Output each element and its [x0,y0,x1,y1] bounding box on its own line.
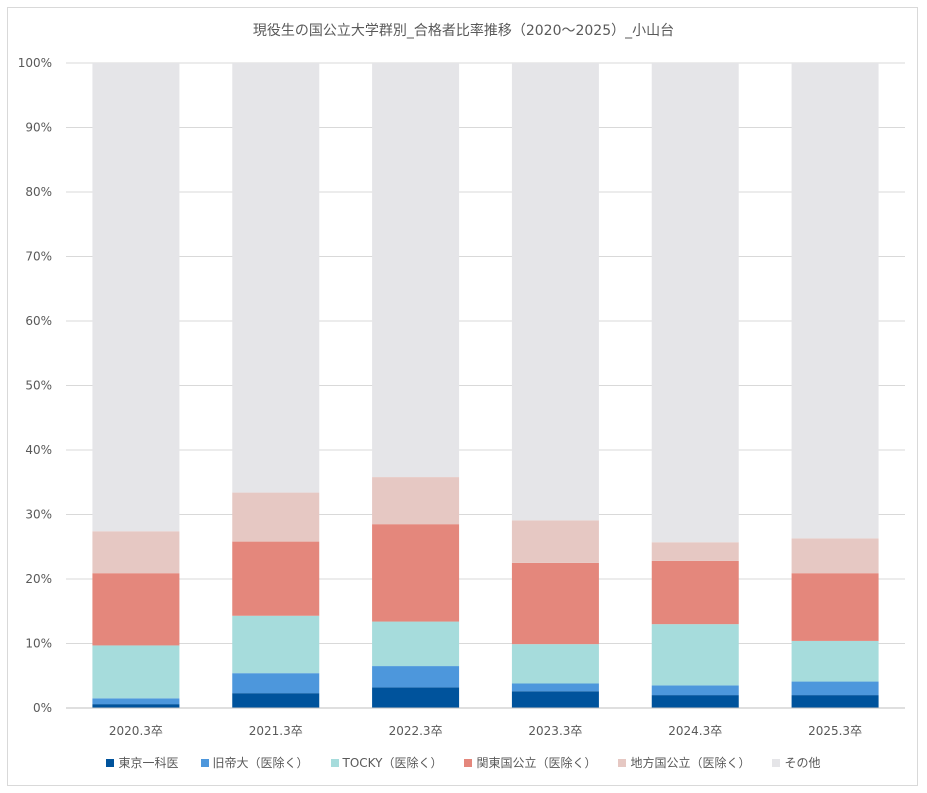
bar-segment [372,621,460,667]
x-tick-label: 2025.3卒 [808,724,862,738]
bar-segment [372,687,460,708]
legend-swatch [464,758,473,767]
x-tick-label: 2023.3卒 [528,724,582,738]
bar-segment [92,698,180,705]
legend-label: 旧帝大（医除く） [212,756,309,770]
legend-label: 関東国公立（医除く） [476,756,597,770]
bar-segment [92,645,180,699]
legend-label: TOCKY（医除く） [342,756,443,770]
y-tick-label: 0% [33,701,52,715]
legend-swatch [772,758,781,767]
bar-segment [651,685,739,696]
x-tick-label: 2021.3卒 [249,724,303,738]
y-tick-label: 10% [25,637,52,651]
bar-segment [232,615,320,674]
bar-segment [372,477,460,525]
bar-segment [511,691,599,708]
bar-segment [511,644,599,684]
bar-segment [232,693,320,708]
bar-segment [232,673,320,694]
legend-swatch [106,758,115,767]
bar-segment [92,531,180,574]
bar-segment [232,492,320,542]
bar-segment [92,63,180,532]
bar-segment [511,63,599,521]
bar-segment [791,538,879,574]
x-tick-label: 2020.3卒 [109,724,163,738]
bar-segment [651,624,739,686]
chart-title: 現役生の国公立大学群別_合格者比率推移（2020～2025）_小山台 [252,23,675,39]
legend-item: 旧帝大（医除く） [200,754,309,771]
bar-segment [232,63,320,493]
y-tick-label: 70% [25,250,52,264]
legend-label: 地方国公立（医除く） [630,756,751,770]
legend-swatch [330,758,339,767]
bar-segment [791,695,879,708]
legend-item: その他 [772,754,821,771]
bar-segment [651,695,739,708]
bar-segment [372,666,460,688]
chart-legend: 東京一科医 旧帝大（医除く） TOCKY（医除く） 関東国公立（医除く） 地方国公立（医… [0,754,927,771]
y-tick-label: 60% [25,314,52,328]
legend-swatch [618,758,627,767]
legend-swatch [200,758,209,767]
bar-segment [511,683,599,692]
x-tick-label: 2024.3卒 [668,724,722,738]
bar-segment [791,681,879,696]
legend-label: 東京一科医 [118,756,179,770]
bar-segment [511,562,599,645]
y-tick-label: 90% [25,121,52,135]
bar-segment [232,541,320,616]
legend-item: 地方国公立（医除く） [618,754,750,771]
bar-segment [372,63,460,478]
y-tick-label: 80% [25,185,52,199]
bar-segment [511,520,599,563]
bar-segment [651,542,739,561]
bar-segment [791,63,879,539]
y-tick-label: 30% [25,508,52,522]
x-tick-label: 2022.3卒 [389,724,443,738]
y-tick-label: 20% [25,572,52,586]
y-tick-label: 40% [25,443,52,457]
bar-segment [651,560,739,625]
legend-item: TOCKY（医除く） [330,754,443,771]
bar-segment [92,573,180,646]
y-tick-label: 100% [18,56,52,70]
bar-segment [92,704,180,708]
bar-segment [372,524,460,622]
legend-item: 関東国公立（医除く） [464,754,596,771]
legend-label: その他 [784,756,821,770]
y-tick-label: 50% [25,379,52,393]
bar-segment [791,640,879,682]
bar-segment [651,63,739,543]
bar-segment [791,573,879,641]
legend-item: 東京一科医 [106,754,179,771]
